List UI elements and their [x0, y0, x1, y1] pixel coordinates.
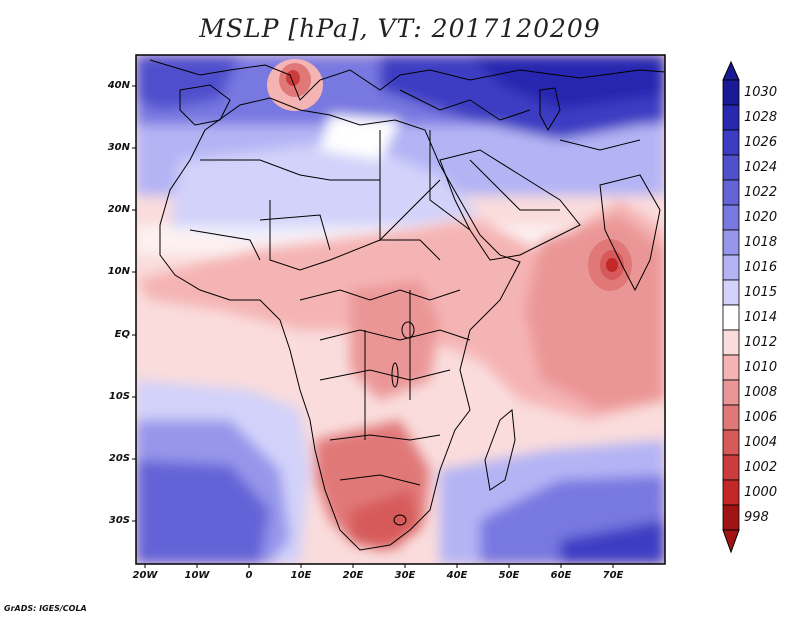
colorbar-cell [722, 254, 740, 281]
colorbar-cell [722, 304, 740, 331]
credit-text: GrADS: IGES/COLA [4, 604, 87, 613]
colorbar-cell [722, 229, 740, 256]
colorbar-cell [722, 379, 740, 406]
colorbar-top-arrow [722, 60, 740, 81]
colorbar-level-label: 1018 [744, 234, 778, 250]
colorbar-level-label: 1022 [744, 184, 778, 200]
lat-label: 30N [107, 142, 130, 153]
lat-label: 10N [107, 266, 130, 277]
colorbar-level-label: 1008 [744, 384, 778, 400]
colorbar-cell [722, 454, 740, 481]
map-frame [135, 54, 666, 565]
colorbar-level-label: 1030 [744, 84, 778, 100]
lat-label: EQ [114, 329, 130, 340]
lat-label: 40N [107, 80, 130, 91]
axis-ticks [132, 85, 614, 568]
colorbar-cell [722, 479, 740, 506]
lon-label: 0 [245, 570, 253, 581]
colorbar-level-label: 1014 [744, 309, 778, 325]
lon-label: 60E [550, 570, 572, 581]
colorbar-level-label: 1016 [744, 259, 778, 275]
lat-label: 30S [108, 515, 130, 526]
colorbar-cell [722, 79, 740, 106]
lon-label: 70E [602, 570, 624, 581]
colorbar-cell [722, 104, 740, 131]
lat-label: 20N [107, 204, 130, 215]
lon-label: 40E [446, 570, 468, 581]
colorbar-level-label: 1002 [744, 459, 778, 475]
colorbar-cell [722, 154, 740, 181]
colorbar-level-label: 1015 [744, 284, 778, 300]
colorbar-level-label: 1026 [744, 134, 778, 150]
colorbar-level-label: 1012 [744, 334, 778, 350]
coastlines [149, 59, 665, 551]
pressure-field [136, 55, 665, 564]
colorbar-cell [722, 429, 740, 456]
lon-label: 30E [394, 570, 416, 581]
colorbar-cell [722, 504, 740, 531]
colorbar-cell [722, 354, 740, 381]
colorbar-level-label: 1024 [744, 159, 778, 175]
colorbar-bottom-arrow [722, 529, 740, 554]
colorbar-cell [722, 279, 740, 306]
colorbar-cell [722, 129, 740, 156]
colorbar-level-label: 1020 [744, 209, 778, 225]
colorbar-level-label: 1028 [744, 109, 778, 125]
colorbar [722, 60, 740, 554]
colorbar-cell [722, 179, 740, 206]
lon-label: 20E [342, 570, 364, 581]
colorbar-level-label: 1000 [744, 484, 778, 500]
map-title: MSLP [hPa], VT: 2017120209 [199, 14, 601, 43]
lon-label: 20W [132, 570, 158, 581]
lat-label: 20S [108, 453, 130, 464]
lon-label: 50E [498, 570, 520, 581]
lat-label: 10S [108, 391, 130, 402]
colorbar-level-label: 1004 [744, 434, 778, 450]
colorbar-level-label: 1006 [744, 409, 778, 425]
colorbar-cell [722, 204, 740, 231]
lon-label: 10E [290, 570, 312, 581]
colorbar-cell [722, 404, 740, 431]
colorbar-level-label: 998 [744, 509, 769, 525]
lon-label: 10W [184, 570, 210, 581]
colorbar-cell [722, 329, 740, 356]
colorbar-level-label: 1010 [744, 359, 778, 375]
